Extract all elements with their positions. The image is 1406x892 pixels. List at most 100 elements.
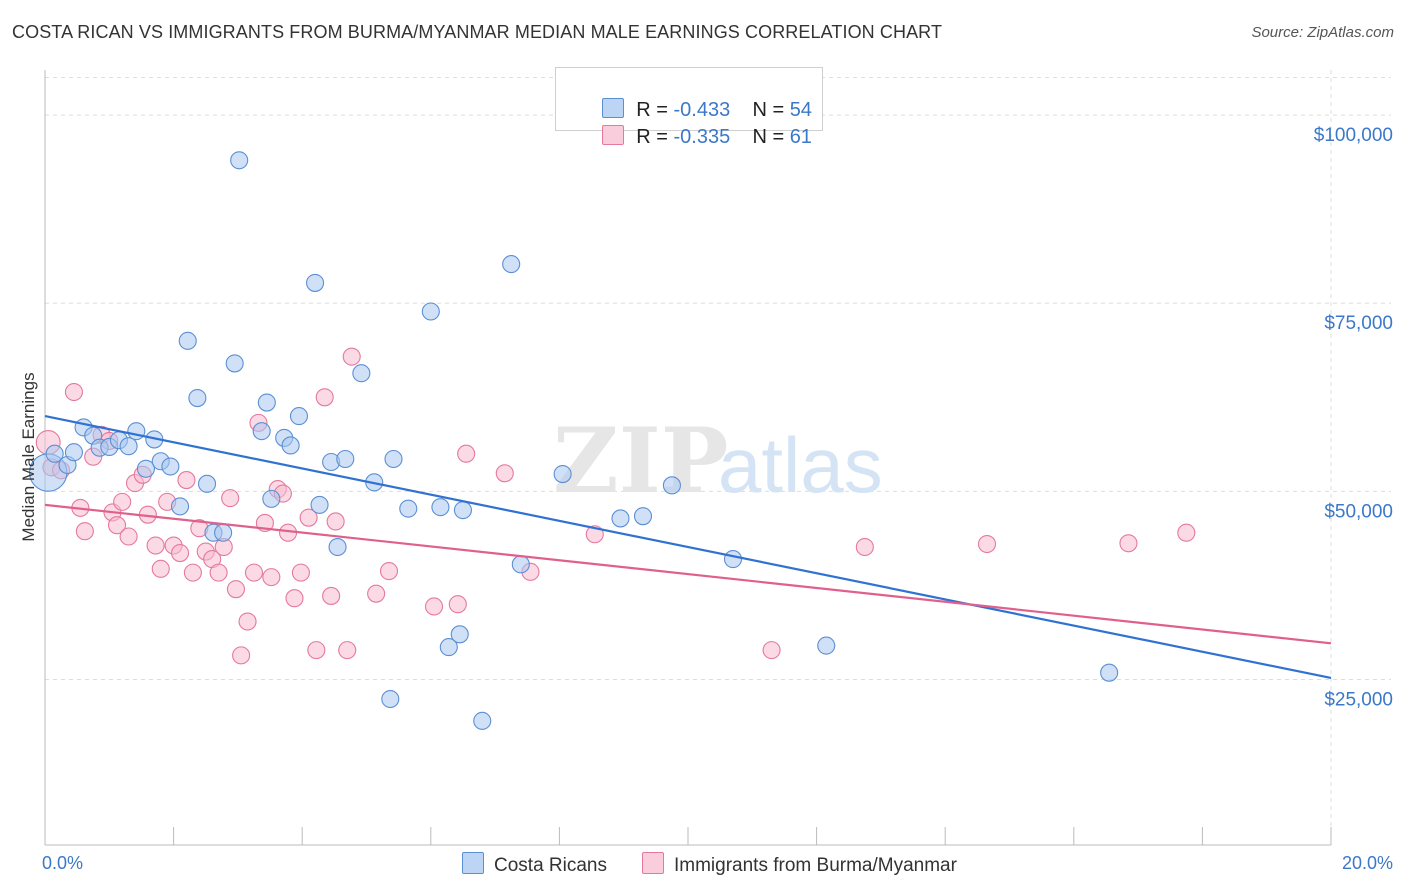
- legend-n-label: N =: [752, 99, 790, 121]
- watermark: ZIP atlas: [553, 408, 883, 514]
- point-costa-rican: [381, 689, 400, 709]
- legend-item-costa-ricans[interactable]: Costa Ricans: [462, 852, 607, 877]
- point-burma: [183, 563, 202, 582]
- point-costa-rican: [328, 537, 347, 557]
- point-burma: [113, 492, 132, 511]
- point-burma: [285, 589, 304, 608]
- point-burma: [367, 584, 386, 603]
- axis-labels: $25,000 $50,000 $75,000 $100,000 0.0% 20.0% Me…: [19, 125, 1393, 873]
- point-costa-rican: [450, 625, 469, 644]
- chart-title: COSTA RICAN VS IMMIGRANTS FROM BURMA/MYA…: [12, 22, 943, 42]
- point-burma: [299, 508, 318, 527]
- legend-swatch-blue: [462, 852, 484, 874]
- point-burma: [457, 444, 476, 463]
- point-costa-rican: [352, 364, 371, 383]
- point-burma: [1119, 534, 1138, 553]
- legend-label-costa-ricans: Costa Ricans: [494, 855, 607, 876]
- point-burma: [244, 563, 264, 582]
- legend-swatch-blue: [602, 98, 625, 118]
- point-costa-rican: [633, 507, 653, 526]
- point-costa-rican: [170, 497, 190, 516]
- point-costa-rican: [421, 302, 440, 321]
- point-burma: [291, 563, 310, 582]
- point-burma: [326, 512, 345, 531]
- legend-item-burma[interactable]: Immigrants from Burma/Myanmar: [642, 852, 957, 877]
- legend-row-costa-ricans: R = -0.433 N = 54: [580, 75, 812, 145]
- legend-swatch-pink: [602, 125, 625, 145]
- source-label: Source: ZipAtlas.com: [1251, 24, 1394, 41]
- correlation-legend: R = -0.433 N = 54 R = -0.335 N = 61: [555, 67, 823, 148]
- legend-r-value: -0.433: [673, 99, 731, 121]
- point-costa-rican: [511, 555, 530, 574]
- legend-label-burma: Immigrants from Burma/Myanmar: [674, 855, 957, 876]
- point-burma: [342, 347, 361, 366]
- legend-r-label: R =: [636, 126, 674, 148]
- point-costa-rican: [119, 437, 138, 456]
- point-burma: [762, 641, 781, 660]
- point-burma: [238, 612, 257, 631]
- x-tick-label-right: 20.0%: [1342, 853, 1393, 873]
- point-costa-rican: [336, 449, 355, 469]
- legend-n-value: 61: [789, 126, 812, 148]
- point-costa-rican: [473, 711, 492, 730]
- point-costa-rican: [188, 388, 207, 408]
- x-tick-label-left: 0.0%: [42, 853, 83, 873]
- point-costa-rican: [310, 495, 329, 514]
- trend-lines: [44, 415, 1332, 680]
- point-burma: [315, 388, 334, 407]
- point-costa-rican: [553, 464, 572, 484]
- data-points: [28, 151, 1196, 730]
- point-burma: [977, 534, 997, 554]
- svg-text:ZIP: ZIP: [553, 408, 728, 514]
- point-burma: [495, 464, 514, 483]
- point-costa-rican: [453, 501, 473, 520]
- point-costa-rican: [399, 499, 418, 518]
- point-costa-rican: [127, 422, 146, 441]
- point-burma: [262, 568, 281, 587]
- point-costa-rican: [45, 444, 64, 463]
- point-burma: [119, 527, 138, 546]
- point-costa-rican: [611, 509, 630, 528]
- point-burma: [107, 516, 127, 535]
- point-costa-rican: [1100, 663, 1119, 682]
- svg-text:atlas: atlas: [718, 421, 883, 509]
- point-costa-rican: [281, 436, 300, 455]
- point-costa-rican: [252, 422, 271, 441]
- point-costa-rican: [817, 636, 836, 655]
- point-costa-rican: [502, 255, 521, 274]
- y-tick-label: $50,000: [1324, 501, 1393, 522]
- point-costa-rican: [431, 498, 450, 517]
- point-burma: [64, 382, 83, 402]
- legend-swatch-pink: [642, 852, 664, 874]
- y-tick-label: $75,000: [1324, 313, 1393, 334]
- point-burma: [75, 522, 94, 541]
- legend-r-value: -0.335: [673, 126, 731, 148]
- legend-r-label: R =: [636, 99, 674, 121]
- point-costa-rican: [723, 550, 743, 569]
- trend-line-costa-ricans: [44, 415, 1332, 680]
- point-burma: [146, 536, 165, 555]
- legend-row-burma: R = -0.335 N = 61: [580, 102, 812, 172]
- point-costa-rican: [136, 459, 156, 478]
- point-burma: [221, 489, 240, 508]
- point-costa-rican: [197, 474, 217, 493]
- legend-n-label: N =: [752, 126, 790, 148]
- point-costa-rican: [257, 393, 276, 412]
- legend-n-value: 54: [789, 99, 812, 121]
- point-burma: [151, 559, 170, 578]
- point-burma: [307, 641, 326, 660]
- point-burma: [170, 543, 190, 563]
- y-axis-label: Median Male Earnings: [19, 372, 38, 541]
- point-burma: [232, 646, 251, 665]
- point-burma: [209, 563, 228, 582]
- point-burma: [379, 562, 399, 581]
- point-costa-rican: [439, 638, 458, 657]
- point-burma: [448, 595, 467, 614]
- point-costa-rican: [64, 443, 83, 462]
- point-burma: [424, 597, 444, 616]
- point-costa-rican: [306, 273, 325, 292]
- point-burma: [322, 586, 341, 605]
- point-burma: [338, 641, 357, 660]
- point-costa-rican: [662, 476, 681, 495]
- y-tick-label: $100,000: [1314, 125, 1393, 146]
